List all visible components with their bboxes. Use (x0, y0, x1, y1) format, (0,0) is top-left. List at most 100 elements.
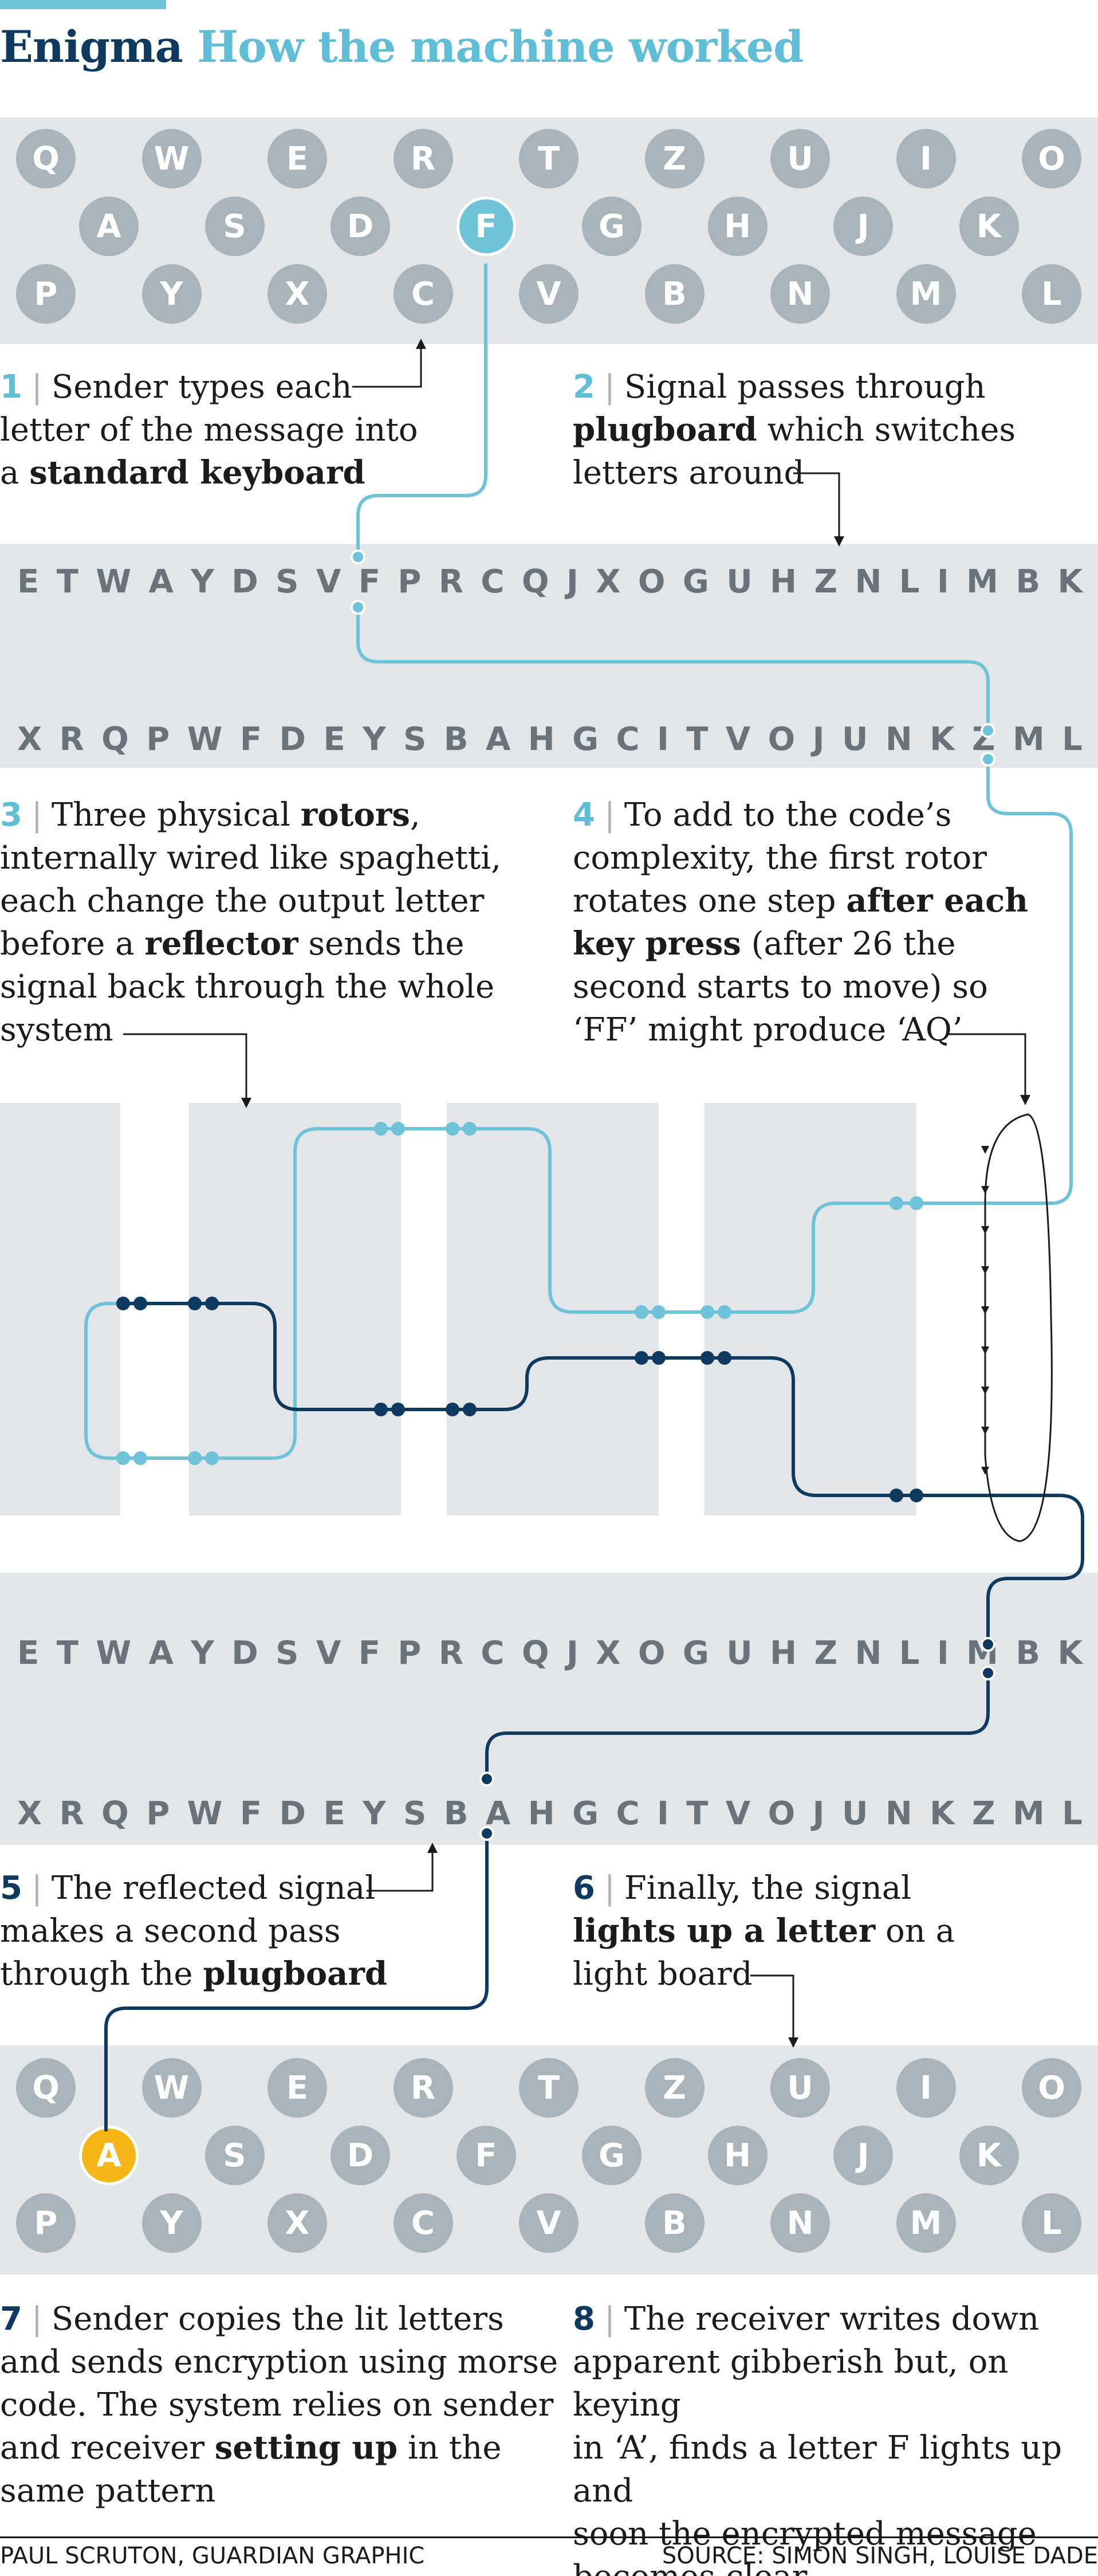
lightboard-key-d[interactable]: D (330, 2126, 390, 2185)
lightboard-key-l[interactable]: L (1022, 2193, 1081, 2253)
plugboard-letter: Z (814, 563, 838, 600)
keyboard-key-u[interactable]: U (770, 129, 830, 189)
pointer-step-6 (750, 1974, 798, 2048)
rotor-contact (718, 1305, 731, 1319)
lightboard-key-c[interactable]: C (393, 2193, 453, 2253)
keyboard-key-l[interactable]: L (1022, 264, 1081, 324)
keyboard-key-z[interactable]: Z (644, 129, 705, 189)
plugboard-letter: J (812, 1794, 825, 1832)
lightboard-key-h[interactable]: H (707, 2126, 768, 2185)
lightboard-key-k[interactable]: K (959, 2126, 1019, 2185)
lightboard-key-q[interactable]: Q (16, 2058, 76, 2118)
keyboard-key-r[interactable]: R (393, 129, 453, 189)
keyboard-key-o[interactable]: O (1022, 129, 1081, 189)
step-number: 2 (573, 368, 595, 406)
plugboard-letter: G (572, 1794, 599, 1832)
rotor-contact (391, 1403, 405, 1416)
lightboard-key-y[interactable]: Y (141, 2193, 202, 2253)
lightboard-key-v[interactable]: V (519, 2193, 578, 2253)
plugboard-letter: P (398, 1634, 422, 1672)
plugboard-letter: O (768, 720, 796, 758)
keyboard-key-s[interactable]: S (204, 197, 265, 256)
keyboard-key-h[interactable]: H (707, 197, 768, 256)
lightboard-key-p[interactable]: P (16, 2193, 76, 2253)
lightboard-key-b[interactable]: B (644, 2193, 705, 2253)
keyboard-key-m[interactable]: M (896, 264, 956, 324)
plugboard-letter: L (1062, 1794, 1083, 1832)
lightboard-key-x[interactable]: X (267, 2193, 327, 2253)
contact-dot (351, 600, 365, 615)
keyboard-key-highlighted-f[interactable]: F (456, 197, 516, 256)
plugboard-letter: W (96, 563, 132, 600)
plugboard-letter: A (486, 1794, 511, 1832)
step-text: , (410, 796, 420, 834)
rotor-contact (463, 1403, 477, 1416)
plugboard-letter: R (438, 563, 463, 600)
keyboard-key-x[interactable]: X (267, 264, 327, 324)
keyboard-key-k[interactable]: K (959, 197, 1019, 256)
step-text: complexity, the first rotor (573, 839, 987, 877)
plugboard-letter: E (323, 1794, 345, 1832)
lightboard-key-w[interactable]: W (141, 2058, 202, 2118)
keyboard-key-e[interactable]: E (267, 129, 327, 189)
step-text: in ‘A’, finds a letter F lights up and (573, 2429, 1062, 2510)
lightboard-key-z[interactable]: Z (644, 2058, 705, 2118)
plugboard-letter: B (1016, 563, 1041, 600)
step-text: soon the encrypted message (573, 2515, 1037, 2553)
keyboard-key-g[interactable]: G (582, 197, 642, 256)
plugboard-letter: J (812, 720, 825, 758)
keyboard-key-c[interactable]: C (393, 264, 453, 324)
keyboard-key-b[interactable]: B (644, 264, 705, 324)
lightboard-key-e[interactable]: E (267, 2058, 327, 2118)
keyboard-key-n[interactable]: N (770, 264, 830, 324)
annotation-pointers (123, 339, 1030, 2048)
plugboard-letter: V (316, 563, 341, 600)
step-text: system (0, 1011, 113, 1049)
keyboard-key-p[interactable]: P (16, 264, 76, 324)
plugboard-letter: U (726, 1634, 753, 1672)
step-text-bold: lights up a letter (573, 1912, 876, 1950)
contact-dot (981, 1637, 995, 1652)
lightboard-key-f[interactable]: F (456, 2126, 516, 2185)
step-number: 8 (573, 2300, 595, 2338)
rotor-contact (116, 1451, 130, 1465)
lightboard-key-j[interactable]: J (833, 2126, 893, 2185)
plugboard-letter: G (682, 1634, 709, 1672)
plugboard-letter: I (656, 720, 669, 758)
lightboard-key-u[interactable]: U (770, 2058, 830, 2118)
reflector-strip (0, 1103, 120, 1515)
lightboard-key-n[interactable]: N (770, 2193, 830, 2253)
keyboard-key-j[interactable]: J (833, 197, 893, 256)
lightboard-key-highlighted-a[interactable]: A (79, 2126, 139, 2185)
rotor-contact (374, 1122, 388, 1136)
lightboard-key-m[interactable]: M (896, 2193, 956, 2253)
plugboard-letter: M (1013, 720, 1045, 758)
keyboard-key-i[interactable]: I (896, 129, 956, 189)
lightboard-key-s[interactable]: S (204, 2126, 265, 2185)
keyboard-key-q[interactable]: Q (16, 129, 76, 189)
rotor-contact (205, 1297, 219, 1310)
keyboard-key-y[interactable]: Y (141, 264, 202, 324)
keyboard-key-a[interactable]: A (79, 197, 139, 256)
lightboard-key-o[interactable]: O (1022, 2058, 1081, 2118)
step-text: Signal passes through (624, 368, 986, 406)
plugboard-letter: U (726, 563, 753, 600)
plugboard-letter: V (316, 1634, 341, 1672)
keyboard-key-d[interactable]: D (330, 197, 390, 256)
footer-credit: PAUL SCRUTON, GUARDIAN GRAPHIC (0, 2543, 425, 2569)
plugboard-letter: D (279, 1794, 306, 1832)
keyboard-key-w[interactable]: W (141, 129, 202, 189)
plugboard-letter: X (596, 1634, 621, 1672)
step-8: 8 | The receiver writes down apparent gibb… (573, 2298, 1098, 2576)
step-text: Three physical (51, 796, 301, 834)
step-2: 2 | Signal passes through plugboard which … (573, 366, 1016, 494)
keyboard-key-v[interactable]: V (519, 264, 578, 324)
rotor-contact (463, 1122, 477, 1136)
lightboard-key-i[interactable]: I (896, 2058, 956, 2118)
plugboard-letter: G (682, 563, 709, 600)
keyboard-key-t[interactable]: T (519, 129, 578, 189)
lightboard-key-g[interactable]: G (582, 2126, 642, 2185)
lightboard-key-r[interactable]: R (393, 2058, 453, 2118)
lightboard-key-t[interactable]: T (519, 2058, 578, 2118)
